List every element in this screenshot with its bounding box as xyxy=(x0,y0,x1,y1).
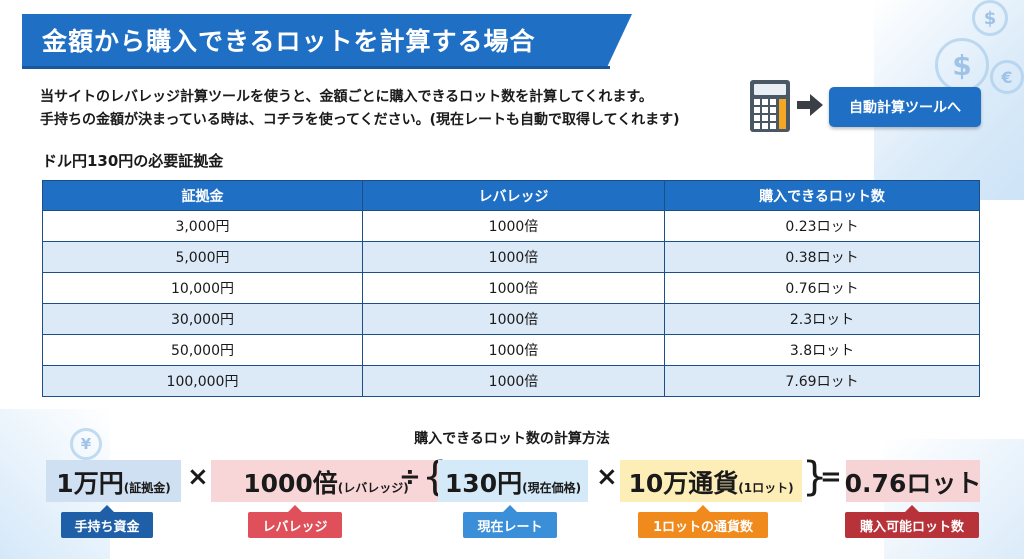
dollar-coin-icon: $ xyxy=(972,0,1008,36)
term-units-value: 10万通貨 xyxy=(628,469,739,498)
cell-leverage: 1000倍 xyxy=(362,210,665,242)
formula-term-funds: 1万円 (証拠金) xyxy=(46,460,181,502)
title-underline xyxy=(22,66,610,69)
table-row: 100,000円 1000倍 7.69ロット xyxy=(42,365,980,397)
cell-lots: 3.8ロット xyxy=(664,334,980,366)
cell-lots: 0.23ロット xyxy=(664,210,980,242)
tag-leverage: レバレッジ xyxy=(248,505,342,538)
cell-lots: 2.3ロット xyxy=(664,303,980,335)
cell-lots: 0.38ロット xyxy=(664,241,980,273)
calculator-icon xyxy=(750,80,790,132)
tag-units: 1ロットの通貨数 xyxy=(638,505,768,538)
term-rate-value: 130円 xyxy=(444,469,523,498)
margin-table: 証拠金 レバレッジ 購入できるロット数 3,000円 1000倍 0.23ロット… xyxy=(42,180,980,397)
cell-margin: 10,000円 xyxy=(42,272,363,304)
term-rate-label: (現在価格) xyxy=(522,481,582,495)
page-title-banner: 金額から購入できるロットを計算する場合 xyxy=(22,14,632,66)
tag-result: 購入可能ロット数 xyxy=(845,505,979,538)
table-row: 50,000円 1000倍 3.8ロット xyxy=(42,334,980,366)
cell-margin: 5,000円 xyxy=(42,241,363,273)
divide-operator: ÷ xyxy=(399,462,421,492)
cell-leverage: 1000倍 xyxy=(362,241,665,273)
table-row: 10,000円 1000倍 0.76ロット xyxy=(42,272,980,304)
formula-term-leverage: 1000倍 (レバレッジ) xyxy=(211,460,441,502)
page-title: 金額から購入できるロットを計算する場合 xyxy=(42,27,536,56)
equals-operator: = xyxy=(820,462,842,492)
formula-term-units: 10万通貨 (1ロット) xyxy=(620,460,802,502)
table-title: ドル円130円の必要証拠金 xyxy=(42,152,224,170)
dollar-coin-icon: $ xyxy=(935,38,989,92)
term-funds-label: (証拠金) xyxy=(123,481,171,495)
table-row: 30,000円 1000倍 2.3ロット xyxy=(42,303,980,335)
cell-leverage: 1000倍 xyxy=(362,272,665,304)
tag-rate: 現在レート xyxy=(463,505,557,538)
table-header-row: 証拠金 レバレッジ 購入できるロット数 xyxy=(42,180,980,211)
term-leverage-label: (レバレッジ) xyxy=(337,481,409,495)
term-funds-value: 1万円 xyxy=(56,469,124,498)
euro-coin-icon: € xyxy=(990,60,1024,94)
auto-calc-tool-button[interactable]: 自動計算ツールへ xyxy=(829,87,981,127)
brace-close: } xyxy=(802,454,828,500)
description-line-1: 当サイトのレバレッジ計算ツールを使うと、金額ごとに購入できるロット数を計算してく… xyxy=(40,89,653,105)
cell-margin: 50,000円 xyxy=(42,334,363,366)
formula-result: 0.76ロット xyxy=(844,460,982,502)
term-units-label: (1ロット) xyxy=(738,481,794,495)
formula-term-rate: 130円 (現在価格) xyxy=(438,460,588,502)
cell-lots: 7.69ロット xyxy=(664,365,980,397)
multiply-operator: × xyxy=(596,462,618,492)
column-header-margin: 証拠金 xyxy=(42,180,363,211)
cell-lots: 0.76ロット xyxy=(664,272,980,304)
cell-margin: 100,000円 xyxy=(42,365,363,397)
cell-leverage: 1000倍 xyxy=(362,303,665,335)
table-row: 5,000円 1000倍 0.38ロット xyxy=(42,241,980,273)
tag-funds: 手持ち資金 xyxy=(61,505,153,538)
description: 当サイトのレバレッジ計算ツールを使うと、金額ごとに購入できるロット数を計算してく… xyxy=(40,86,680,132)
cell-leverage: 1000倍 xyxy=(362,334,665,366)
column-header-lots: 購入できるロット数 xyxy=(664,180,980,211)
column-header-leverage: レバレッジ xyxy=(362,180,665,211)
table-row: 3,000円 1000倍 0.23ロット xyxy=(42,210,980,242)
term-leverage-value: 1000倍 xyxy=(243,469,338,498)
yen-coin-icon: ¥ xyxy=(70,428,102,460)
cell-leverage: 1000倍 xyxy=(362,365,665,397)
formula-title: 購入できるロット数の計算方法 xyxy=(414,431,610,447)
cell-margin: 3,000円 xyxy=(42,210,363,242)
multiply-operator: × xyxy=(187,462,209,492)
cell-margin: 30,000円 xyxy=(42,303,363,335)
result-value: 0.76ロット xyxy=(844,469,982,498)
description-line-2: 手持ちの金額が決まっている時は、コチラを使ってください。(現在レートも自動で取得… xyxy=(40,112,680,128)
arrow-right-icon xyxy=(797,94,823,116)
